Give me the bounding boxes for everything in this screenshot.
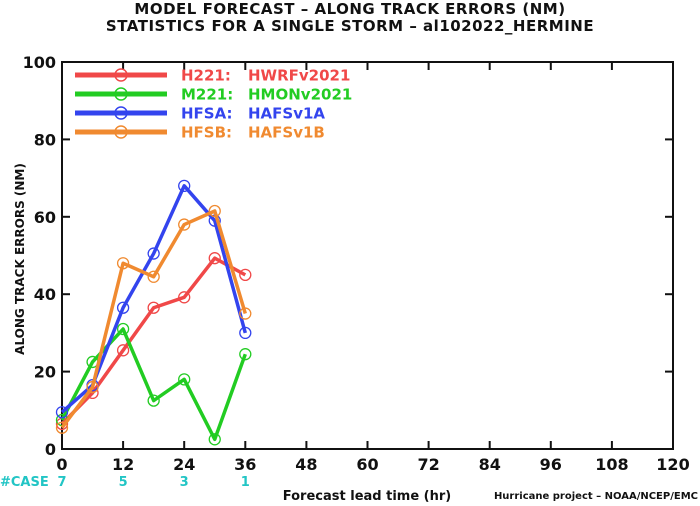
x-tick-label: 24: [173, 455, 195, 474]
data-point: [239, 326, 252, 340]
data-point: [55, 421, 69, 434]
series-line: [60, 327, 247, 442]
chart-title: MODEL FORECAST – ALONG TRACK ERRORS (NM): [134, 0, 566, 18]
legend-code: M221:: [181, 86, 233, 104]
x-tick-label: 60: [356, 455, 378, 474]
legend-code: H221:: [181, 67, 231, 85]
data-point: [208, 433, 221, 446]
legend-marker: [114, 125, 128, 139]
data-point: [116, 301, 130, 314]
legend-name: HAFSv1B: [248, 124, 325, 142]
case-label: #CASE: [0, 475, 49, 490]
legend-entry: HFSA: HAFSv1A: [75, 105, 325, 123]
x-tick-label: 84: [479, 455, 501, 474]
data-point: [178, 291, 191, 304]
data-point: [178, 218, 191, 231]
data-point: [208, 252, 221, 265]
data-point: [147, 394, 160, 407]
case-counts: 7 5 3 1: [57, 475, 249, 490]
y-axis-label: ALONG TRACK ERRORS (NM): [13, 163, 27, 355]
data-point: [239, 268, 252, 282]
legend-name: HAFSv1A: [248, 105, 325, 123]
legend-marker: [114, 106, 128, 120]
x-tick-label: 72: [417, 455, 439, 474]
legend-entry: M221: HMONv2021: [75, 86, 352, 104]
legend-entry: H221: HWRFv2021: [75, 67, 350, 85]
case-count: 5: [119, 475, 128, 490]
data-point: [116, 322, 130, 336]
series-HAFSv1A: [55, 179, 252, 419]
y-tick-label: 60: [34, 208, 56, 227]
case-count: 1: [241, 475, 250, 490]
x-tick-label: 12: [112, 455, 134, 474]
x-tick-label: 48: [295, 455, 317, 474]
x-axis-label: Forecast lead time (hr): [283, 489, 451, 504]
y-tick-label: 0: [45, 440, 56, 459]
legend-code: HFSA:: [181, 105, 233, 123]
data-point: [147, 301, 160, 314]
series-HMONv2021: [55, 322, 252, 446]
y-tick-label: 20: [34, 363, 56, 382]
data-point: [178, 179, 191, 192]
credit-text: Hurricane project – NOAA/NCEP/EMC: [493, 491, 698, 502]
y-tick-label: 80: [34, 130, 56, 149]
legend-code: HFSB:: [181, 124, 232, 142]
legend-marker: [114, 87, 128, 101]
legend-marker: [114, 68, 128, 82]
data-point: [86, 380, 99, 394]
series-line: [60, 209, 247, 429]
data-point: [208, 204, 221, 218]
data-point: [239, 348, 252, 361]
data-point: [147, 270, 160, 283]
x-tick-label: 108: [595, 455, 628, 474]
data-point: [116, 257, 130, 270]
y-tick-label: 40: [34, 285, 56, 304]
data-point: [239, 307, 252, 320]
case-count: 7: [57, 475, 66, 490]
case-count: 3: [180, 475, 189, 490]
series-HWRFv2021: [55, 252, 252, 430]
data-point: [178, 373, 191, 386]
y-tick-label: 100: [23, 53, 56, 72]
x-tick-label: 36: [234, 455, 256, 474]
x-tick-label: 0: [56, 455, 67, 474]
data-point: [147, 247, 160, 260]
legend-name: HWRFv2021: [248, 67, 350, 85]
x-tick-label: 120: [656, 455, 689, 474]
chart-subtitle: STATISTICS FOR A SINGLE STORM – al102022…: [105, 17, 595, 35]
legend: H221: HWRFv2021 M221: HMONv2021 HFSA: HAFSv1A…: [75, 67, 352, 142]
series-HAFSv1B: [55, 204, 252, 434]
data-point: [55, 406, 69, 419]
x-tick-label: 96: [540, 455, 562, 474]
data-point: [116, 344, 130, 357]
legend-name: HMONv2021: [248, 86, 352, 104]
legend-entry: HFSB: HAFSv1B: [75, 124, 325, 142]
